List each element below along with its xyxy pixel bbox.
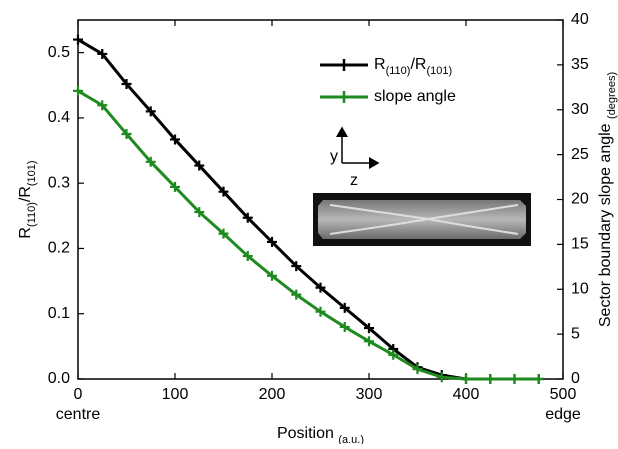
y-tick-label: 0.5 [48, 44, 70, 61]
x-tick-label: 100 [162, 386, 189, 403]
y-tick-label: 0.3 [48, 174, 70, 191]
data-point [436, 372, 447, 383]
data-point [218, 228, 229, 239]
data-point [509, 374, 520, 384]
data-point [315, 306, 326, 317]
y2-tick-label: 10 [571, 280, 589, 297]
y-tick-label: 0.4 [48, 109, 70, 126]
data-point [145, 106, 156, 117]
y2-tick-label: 35 [571, 56, 589, 73]
data-point [194, 160, 205, 171]
data-point [533, 374, 544, 384]
y2-tick-label: 20 [571, 191, 589, 208]
legend-label: R(110)/R(101) [374, 56, 452, 77]
y-axis-label: R(110)/R(101) [17, 160, 38, 238]
inset-label: y [330, 148, 338, 165]
legend-label: slope angle [374, 88, 456, 105]
data-point [291, 261, 302, 272]
x-tick-label: 200 [259, 386, 286, 403]
y2-tick-label: 40 [571, 11, 589, 28]
x-annotation: centre [56, 406, 101, 423]
data-point [121, 128, 132, 139]
y2-tick-label: 15 [571, 236, 589, 253]
data-point [315, 282, 326, 293]
data-point [73, 34, 83, 45]
data-point [218, 186, 229, 197]
x-tick-label: 0 [74, 386, 83, 403]
data-point [194, 207, 205, 218]
data-point [145, 156, 156, 167]
data-point [339, 302, 350, 313]
data-point [121, 78, 132, 89]
sector-boundary [329, 204, 519, 235]
x-tick-label: 500 [550, 386, 577, 403]
data-point [291, 289, 302, 300]
data-point [73, 85, 83, 96]
y2-tick-label: 25 [571, 146, 589, 163]
y2-axis-label: Sector boundary slope angle (degrees) [597, 72, 618, 327]
data-point [339, 321, 350, 332]
y-tick-label: 0.2 [48, 240, 70, 257]
inset-label: z [350, 172, 358, 189]
y2-tick-label: 5 [571, 325, 580, 342]
x-annotation: edge [545, 406, 581, 423]
x-tick-label: 400 [453, 386, 480, 403]
legend-marker [339, 91, 349, 103]
x-tick-label: 300 [356, 386, 383, 403]
data-point [97, 48, 108, 59]
data-point [242, 251, 253, 262]
data-point [485, 374, 496, 384]
data-point [388, 349, 399, 360]
data-point [170, 134, 180, 145]
data-point [267, 236, 277, 247]
data-point [364, 336, 374, 347]
y2-tick-label: 30 [571, 101, 589, 118]
data-point [242, 212, 253, 223]
data-point [364, 323, 374, 334]
legend-marker [339, 59, 349, 71]
x-axis-label: Position (a.u.) [277, 425, 364, 444]
data-point [97, 100, 108, 111]
inset: y z [313, 126, 531, 246]
y-tick-label: 0.1 [48, 305, 70, 322]
data-point [170, 181, 180, 192]
y2-tick-label: 0 [571, 370, 580, 387]
data-point [267, 270, 277, 281]
y-tick-label: 0.0 [48, 370, 70, 387]
data-point [412, 364, 423, 375]
data-point [461, 374, 471, 384]
